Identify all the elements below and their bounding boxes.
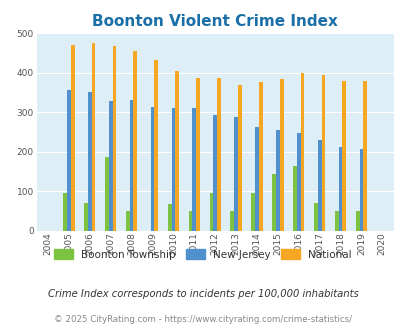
Bar [313, 203, 317, 231]
Bar [171, 108, 175, 231]
Bar [355, 211, 359, 231]
Bar [338, 148, 341, 231]
Bar [175, 71, 179, 231]
Bar [112, 46, 116, 231]
Bar [133, 51, 137, 231]
Bar [92, 43, 95, 231]
Bar [275, 130, 279, 231]
Bar [341, 81, 345, 231]
Bar [251, 193, 254, 231]
Bar [192, 108, 196, 231]
Bar [300, 73, 304, 231]
Bar [254, 127, 258, 231]
Bar [84, 203, 88, 231]
Bar [130, 100, 133, 231]
Bar [126, 211, 130, 231]
Bar [230, 211, 234, 231]
Bar [109, 101, 112, 231]
Bar [105, 156, 109, 231]
Bar [70, 45, 75, 231]
Text: Crime Index corresponds to incidents per 100,000 inhabitants: Crime Index corresponds to incidents per… [47, 289, 358, 299]
Bar [167, 204, 171, 231]
Bar [63, 193, 67, 231]
Bar [296, 133, 300, 231]
Title: Boonton Violent Crime Index: Boonton Violent Crime Index [92, 14, 337, 29]
Bar [67, 90, 70, 231]
Bar [209, 193, 213, 231]
Bar [271, 174, 275, 231]
Bar [217, 78, 220, 231]
Bar [279, 79, 283, 231]
Bar [321, 75, 324, 231]
Bar [359, 148, 362, 231]
Bar [234, 117, 237, 231]
Bar [292, 166, 296, 231]
Bar [150, 108, 154, 231]
Bar [362, 81, 366, 231]
Bar [237, 85, 241, 231]
Legend: Boonton Township, New Jersey, National: Boonton Township, New Jersey, National [50, 245, 355, 264]
Bar [258, 82, 262, 231]
Bar [317, 140, 321, 231]
Text: © 2025 CityRating.com - https://www.cityrating.com/crime-statistics/: © 2025 CityRating.com - https://www.city… [54, 315, 351, 324]
Bar [154, 60, 158, 231]
Bar [213, 115, 217, 231]
Bar [334, 211, 338, 231]
Bar [196, 78, 199, 231]
Bar [188, 211, 192, 231]
Bar [88, 92, 92, 231]
